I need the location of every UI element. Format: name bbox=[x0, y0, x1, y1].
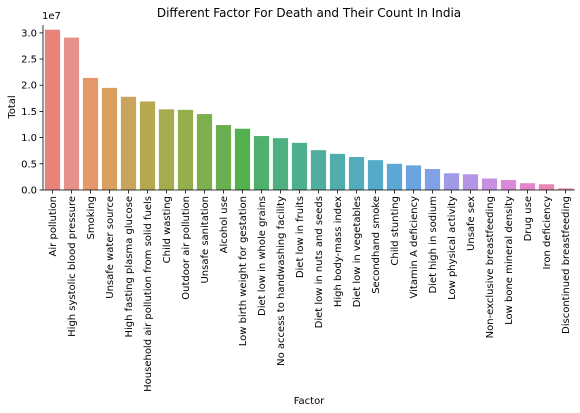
x-tick-label: Low physical activity bbox=[447, 196, 458, 300]
x-tick-label: Air pollution bbox=[48, 196, 59, 256]
bar-20 bbox=[424, 169, 441, 190]
y-axis-multiplier: 1e7 bbox=[42, 11, 61, 22]
x-tick-label: Drug use bbox=[523, 196, 534, 241]
bar-24 bbox=[500, 180, 517, 190]
bar-0 bbox=[44, 29, 61, 191]
y-tick-label: 2.5 bbox=[21, 55, 37, 66]
chart-title: Different Factor For Death and Their Cou… bbox=[157, 6, 461, 20]
y-tick-label: 0.0 bbox=[21, 186, 37, 197]
x-tick-label: Diet low in fruits bbox=[295, 196, 306, 278]
x-tick-label: Alcohol use bbox=[219, 196, 230, 253]
bar-6 bbox=[158, 109, 175, 190]
y-tick-label: 3.0 bbox=[21, 28, 37, 39]
x-tick-label: Vitamin A deficiency bbox=[409, 196, 420, 299]
y-axis-label: Total bbox=[7, 95, 18, 119]
y-tick-label: 0.5 bbox=[21, 159, 37, 170]
bar-5 bbox=[139, 101, 156, 190]
bar-2 bbox=[82, 77, 99, 190]
bar-8 bbox=[196, 114, 213, 190]
bar-1 bbox=[63, 37, 80, 190]
bar-15 bbox=[329, 153, 346, 190]
bar-3 bbox=[101, 87, 118, 190]
x-tick-label: No access to handwashing facility bbox=[276, 196, 287, 366]
x-tick-label: Secondhand smoke bbox=[371, 196, 382, 294]
bar-14 bbox=[310, 150, 327, 190]
bar-26 bbox=[538, 184, 555, 190]
x-tick-label: Diet high in sodium bbox=[428, 196, 439, 294]
x-tick-label: Discontinued breastfeeding bbox=[561, 196, 572, 334]
bar-12 bbox=[272, 138, 289, 190]
y-ticks-group: 0.0 0.5 1.0 1.5 2.0 2.5 3.0 bbox=[21, 28, 43, 197]
x-tick-label: Diet low in nuts and seeds bbox=[314, 196, 325, 328]
bar-27 bbox=[557, 188, 574, 190]
x-tick-label: Non-exclusive breastfeeding bbox=[485, 196, 496, 338]
bar-21 bbox=[443, 173, 460, 190]
bar-7 bbox=[177, 109, 194, 190]
x-tick-label: High systolic blood pressure bbox=[67, 196, 78, 337]
y-tick-label: 1.0 bbox=[21, 133, 37, 144]
bar-4 bbox=[120, 96, 137, 190]
bar-13 bbox=[291, 142, 308, 190]
bar-17 bbox=[367, 160, 384, 190]
bar-22 bbox=[462, 174, 479, 190]
y-tick-label: 1.5 bbox=[21, 107, 37, 118]
bar-23 bbox=[481, 178, 498, 190]
x-tick-label: Low birth weight for gestation bbox=[238, 196, 249, 346]
bar-11 bbox=[253, 136, 270, 190]
x-tick-label: Unsafe water source bbox=[105, 196, 116, 299]
x-tick-label: Child stunting bbox=[390, 196, 401, 266]
x-tick-label: High fasting plasma glucose bbox=[124, 196, 135, 338]
x-tick-label: Diet low in whole grains bbox=[257, 196, 268, 316]
x-tick-label: Child wasting bbox=[162, 196, 173, 263]
x-tick-label: Smoking bbox=[86, 196, 97, 239]
x-tick-label: Unsafe sanitation bbox=[200, 196, 211, 284]
bar-9 bbox=[215, 125, 232, 190]
y-tick-label: 2.0 bbox=[21, 81, 37, 92]
bar-18 bbox=[386, 163, 403, 190]
x-tick-label: Unsafe sex bbox=[466, 196, 477, 251]
x-tick-label: High body-mass index bbox=[333, 196, 344, 307]
bars-group bbox=[44, 29, 574, 191]
x-tick-label: Household air pollution from solid fuels bbox=[143, 196, 154, 392]
bar-16 bbox=[348, 157, 365, 190]
x-axis-label: Factor bbox=[294, 396, 325, 407]
x-tick-label: Low bone mineral density bbox=[504, 196, 515, 325]
x-tick-label: Outdoor air pollution bbox=[181, 196, 192, 300]
x-ticks-group: Air pollution High systolic blood pressur… bbox=[48, 190, 572, 392]
x-tick-label: Diet low in vegetables bbox=[352, 196, 363, 307]
bar-25 bbox=[519, 183, 536, 190]
x-tick-label: Iron deficiency bbox=[542, 196, 553, 270]
bar-19 bbox=[405, 165, 422, 190]
bar-10 bbox=[234, 128, 251, 190]
